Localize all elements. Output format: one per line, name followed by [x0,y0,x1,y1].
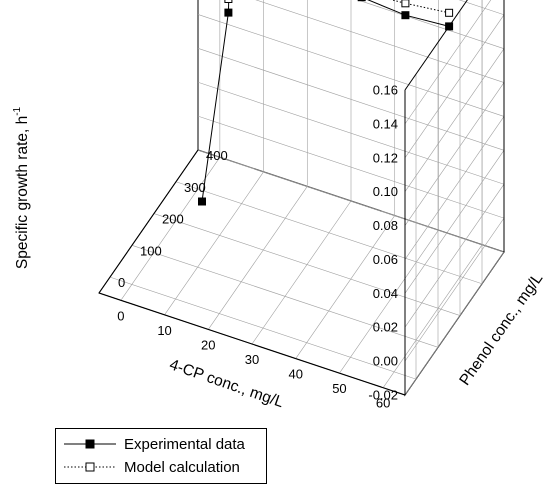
y-gridline [109,276,417,380]
x-tick-label: 0 [117,308,124,323]
data-point-experimental [401,11,410,20]
data-point-experimental [445,22,454,31]
y-tick-label: 0 [118,275,125,290]
data-point-model [445,8,454,17]
z-tick-label: 0.12 [373,150,398,165]
series-line-experimental [201,0,450,202]
legend-label-experimental: Experimental data [124,435,245,453]
chart-series-lines [201,0,450,202]
chart-markers [198,0,454,206]
chart-frame [98,0,505,396]
data-point-experimental [198,197,206,206]
y-tick-label: 100 [140,243,162,258]
z-axis-label: Specific growth rate, h-1 [12,106,31,269]
z-gridline [404,48,505,192]
x-gridline [120,157,221,301]
data-point-model [401,0,410,8]
legend-item-model: Model calculation [62,457,240,477]
chart-ticks: 0.16 0.14 0.12 0.10 0.08 0.06 0.04 0.02 0.00 -0.0… [117,83,398,411]
top-edge [404,0,468,91]
x-tick-label: 40 [288,367,302,382]
x-axis-line [98,292,406,396]
legend-item-experimental: Experimental data [62,434,245,454]
chart-legend: Experimental data Model calculation [55,428,267,484]
z-gridline [404,251,505,396]
x-gridline [208,186,308,330]
z-tick-label: 0.08 [373,218,398,233]
z-gridline [404,116,505,260]
x-gridline [251,200,352,345]
x-tick-label: 20 [201,337,215,352]
data-point-experimental [357,0,366,2]
x-axis-label: 4-CP conc., mg/L [167,356,286,411]
z-tick-label: 0.04 [373,286,398,301]
x-tick-label: 30 [245,352,259,367]
y-tick-label: 400 [206,148,228,163]
y-gridline [197,149,505,253]
legend-label-model: Model calculation [124,458,240,476]
x-gridline [339,229,439,374]
x-gridline [382,244,483,388]
z-gridline [404,0,492,125]
z-tick-label: 0.16 [373,83,398,98]
z-gridline [357,0,505,49]
z-tick-label: 0.06 [373,252,398,267]
z-tick-label: 0.00 [373,354,398,369]
legend-swatch-model [64,462,116,472]
z-tick-label: -0.02 [368,388,398,403]
z-gridline [404,14,505,158]
z-tick-label: 0.02 [373,320,398,335]
y-gridline [175,181,483,285]
z-gridline [404,150,505,294]
data-point-model [224,0,233,3]
x-tick-label: 50 [332,381,346,396]
x-gridline [295,215,395,359]
x-tick-label: 10 [157,323,171,338]
y-tick-label: 300 [184,180,206,195]
z-gridline [404,82,505,226]
y-gridline [153,213,461,316]
z-tick-label: 0.10 [373,184,398,199]
y-axis-line [98,149,199,294]
z-gridline [404,184,505,328]
chart-grid [109,0,505,396]
z-tick-label: 0.14 [373,116,398,131]
data-point-experimental [224,8,233,17]
z-gridline [404,217,505,362]
x-tick-label: 60 [376,396,390,411]
legend-swatch-experimental [64,439,116,449]
y-gridline [131,245,439,348]
x-gridline [164,171,264,316]
y-tick-label: 200 [162,212,184,227]
chart: 0.16 0.14 0.12 0.10 0.08 0.06 0.04 0.02 0.00 -0.0… [12,0,547,411]
